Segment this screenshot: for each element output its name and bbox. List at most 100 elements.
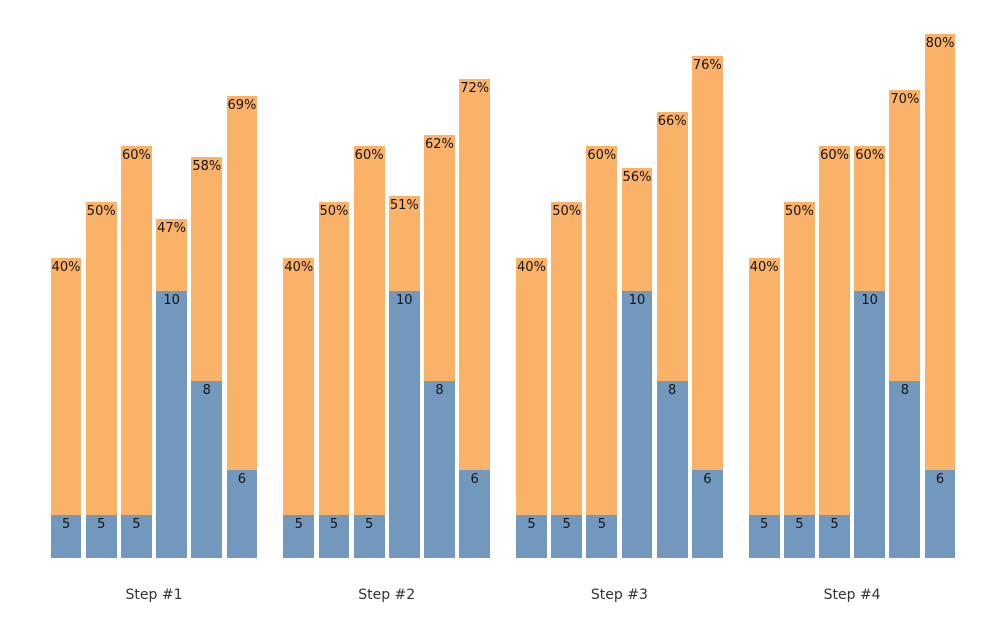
bar-segment-percent: 66% <box>656 112 688 381</box>
bar-segment-count-label: 10 <box>396 293 413 308</box>
bar-segment-count: 10 <box>854 291 886 558</box>
bar-segment-count: 10 <box>156 291 187 558</box>
bar-segment-percent-label: 62% <box>425 136 454 152</box>
bar-segment-percent-label: 72% <box>460 80 490 96</box>
bar-segment-percent-label: 69% <box>227 97 257 113</box>
bar-segment-percent-label: 66% <box>657 114 687 130</box>
bar-segment-percent-label: 47% <box>157 220 187 236</box>
bar-segment-percent-label: 50% <box>86 204 116 219</box>
bar-segment-count: 6 <box>226 470 258 558</box>
group-label: Step #2 <box>358 587 416 603</box>
bar-segment-count-label: 10 <box>861 293 878 308</box>
bar-segment-count-label: 5 <box>97 517 106 532</box>
bar-segment-count: 6 <box>691 470 723 558</box>
bar-segment-percent-label: 60% <box>855 148 885 163</box>
bar-segment-count-label: 5 <box>294 517 303 532</box>
bar-segment-percent: 50% <box>783 202 815 515</box>
bar-segment-count-label: 6 <box>470 472 479 488</box>
bar-segment-percent: 76% <box>691 56 723 471</box>
bar-segment-count: 8 <box>191 380 223 558</box>
bar-segment-count: 6 <box>924 470 956 558</box>
bar-segment-percent-label: 56% <box>622 170 652 186</box>
bar-segment-percent: 62% <box>424 134 455 381</box>
bar-segment-count-label: 8 <box>435 382 444 398</box>
bar-segment-percent: 40% <box>283 258 315 515</box>
bar-segment-percent: 47% <box>156 218 187 291</box>
bar-segment-count-label: 5 <box>527 517 536 532</box>
bar-segment-percent-label: 40% <box>517 260 546 275</box>
bar-segment-percent: 40% <box>516 258 547 515</box>
bar-segment-count-label: 6 <box>703 472 712 488</box>
bar-segment-percent-label: 60% <box>820 148 849 163</box>
bar-segment-percent: 50% <box>85 202 117 515</box>
bar-segment-percent: 60% <box>854 146 886 291</box>
bar-segment-count-label: 5 <box>760 517 769 532</box>
bar-segment-count-label: 6 <box>935 472 945 488</box>
bar-segment-count-label: 5 <box>329 517 339 532</box>
bar-segment-count-label: 5 <box>61 517 71 532</box>
bar-segment-count-label: 10 <box>163 293 180 308</box>
bar-segment-percent-label: 40% <box>51 260 81 275</box>
bar-segment-percent: 56% <box>621 168 653 291</box>
bar-segment-count: 5 <box>551 515 583 558</box>
bar-segment-count: 5 <box>121 515 152 558</box>
bar-segment-count: 5 <box>50 515 82 558</box>
bar-segment-percent-label: 50% <box>784 204 814 219</box>
bar-segment-percent: 60% <box>121 146 152 515</box>
bar-segment-count: 8 <box>656 380 688 558</box>
bar-segment-count: 5 <box>748 515 780 558</box>
bar-segment-count: 10 <box>621 291 653 558</box>
bar-segment-percent: 50% <box>551 202 583 515</box>
bar-segment-percent: 50% <box>318 202 350 515</box>
bar-segment-count: 6 <box>459 470 491 558</box>
bar-segment-percent-label: 51% <box>389 198 419 214</box>
bar-segment-count: 5 <box>819 515 850 558</box>
bar-segment-count: 10 <box>388 291 420 558</box>
bar-segment-count-label: 5 <box>597 517 606 532</box>
bar-segment-percent: 72% <box>459 78 491 471</box>
bar-segment-count: 8 <box>889 380 921 558</box>
group-label: Step #1 <box>125 587 183 603</box>
bar-segment-count: 5 <box>783 515 815 558</box>
bar-segment-percent: 40% <box>50 258 82 515</box>
bar-segment-count-label: 6 <box>237 472 247 488</box>
bar-segment-percent: 69% <box>226 95 258 471</box>
bar-segment-count-label: 8 <box>202 382 211 398</box>
bar-segment-count-label: 5 <box>132 517 141 532</box>
bar-segment-percent-label: 70% <box>890 92 920 107</box>
bar-segment-count: 5 <box>353 515 385 558</box>
bar-segment-count-label: 5 <box>562 517 571 532</box>
bar-segment-percent: 80% <box>924 34 956 471</box>
bar-segment-count: 5 <box>318 515 350 558</box>
bar-segment-count: 5 <box>586 515 618 558</box>
bar-segment-percent-label: 60% <box>587 148 617 163</box>
bar-segment-count-label: 5 <box>830 517 839 532</box>
bar-segment-percent-label: 58% <box>192 159 222 175</box>
bar-segment-count-label: 8 <box>668 382 677 398</box>
bar-segment-count-label: 8 <box>900 382 909 398</box>
group-label: Step #3 <box>590 587 648 603</box>
bar-segment-count: 5 <box>85 515 117 558</box>
bar-segment-count-label: 5 <box>364 517 374 532</box>
bar-segment-percent: 40% <box>748 258 780 515</box>
bar-segment-percent: 58% <box>191 157 223 381</box>
bar-segment-percent-label: 60% <box>121 148 151 163</box>
group-label: Step #4 <box>823 587 881 603</box>
bar-segment-percent-label: 40% <box>284 260 314 275</box>
bar-segment-percent: 70% <box>889 90 921 381</box>
bar-segment-percent: 60% <box>586 146 618 515</box>
bar-segment-count: 5 <box>516 515 547 558</box>
bar-segment-percent: 51% <box>388 196 420 291</box>
bar-segment-count-label: 10 <box>628 293 646 308</box>
bar-segment-count-label: 5 <box>795 517 804 532</box>
bar-segment-count: 8 <box>424 380 455 558</box>
bar-segment-percent-label: 60% <box>354 148 384 163</box>
bar-segment-percent: 60% <box>819 146 850 515</box>
bar-segment-count: 5 <box>283 515 315 558</box>
bar-segment-percent-label: 40% <box>749 260 779 275</box>
bar-segment-percent-label: 76% <box>692 58 722 74</box>
bar-segment-percent-label: 50% <box>552 204 582 219</box>
bar-segment-percent-label: 50% <box>319 204 349 219</box>
bar-segment-percent: 60% <box>353 146 385 515</box>
